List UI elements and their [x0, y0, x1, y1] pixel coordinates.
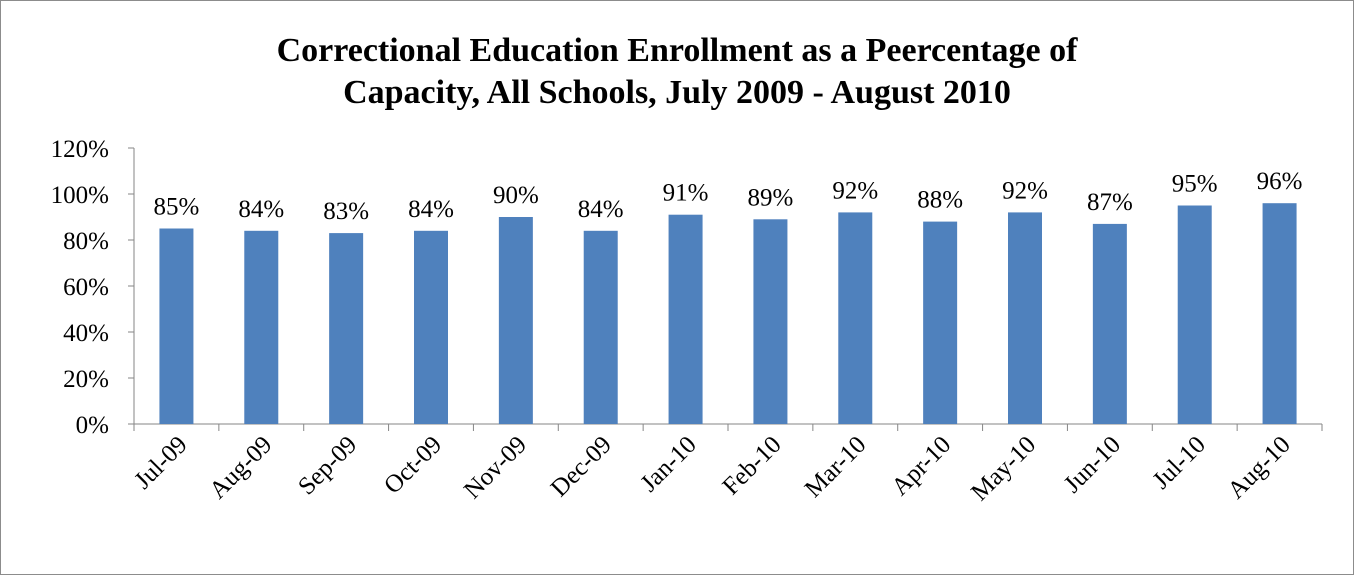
- x-tick-label: May-10: [966, 431, 1041, 506]
- bar: [753, 219, 788, 424]
- x-tick-label: Mar-10: [800, 431, 872, 503]
- x-tick-label: Sep-09: [293, 431, 362, 500]
- chart-title-line-1: Correctional Education Enrollment as a P…: [276, 32, 1078, 69]
- bar: [583, 230, 618, 424]
- x-tick-label: Jan-10: [636, 431, 702, 497]
- bar: [1092, 223, 1127, 424]
- bar: [329, 233, 364, 424]
- data-label: 90%: [493, 182, 539, 209]
- bar: [244, 230, 279, 424]
- data-label: 85%: [154, 194, 200, 221]
- x-tick-label: Dec-09: [546, 431, 617, 502]
- data-label: 84%: [578, 196, 624, 223]
- data-label: 95%: [1172, 171, 1218, 198]
- chart-title-line-2: Capacity, All Schools, July 2009 - Augus…: [343, 74, 1011, 111]
- y-tick-label: 60%: [63, 274, 109, 301]
- bar: [1177, 205, 1212, 424]
- y-tick-label: 100%: [51, 182, 109, 209]
- x-tick-label: Jul-09: [129, 431, 192, 494]
- data-label: 88%: [917, 187, 963, 214]
- bar: [923, 221, 958, 424]
- x-tick-label: Jul-10: [1148, 431, 1211, 494]
- bar: [1008, 212, 1042, 424]
- y-tick-label: 20%: [63, 366, 109, 393]
- y-tick-label: 80%: [63, 228, 109, 255]
- chart-title: Correctional Education Enrollment as a P…: [0, 30, 1354, 114]
- data-label: 92%: [832, 177, 878, 204]
- data-label: 91%: [663, 180, 709, 207]
- data-label: 92%: [1002, 177, 1048, 204]
- x-tick-label: Aug-10: [1223, 431, 1296, 504]
- bar: [838, 212, 873, 424]
- bars: [159, 203, 1297, 424]
- y-tick-label: 0%: [76, 412, 109, 439]
- x-tick-label: Aug-09: [204, 431, 277, 504]
- bar: [159, 228, 194, 424]
- y-tick-label: 40%: [63, 320, 109, 347]
- bar: [414, 230, 448, 424]
- bar: [668, 214, 703, 424]
- x-tick-label: Jun-10: [1059, 431, 1126, 498]
- bar: [1262, 203, 1297, 424]
- bar: [498, 217, 533, 424]
- data-label: 83%: [323, 198, 369, 225]
- x-tick-label: Apr-10: [887, 431, 957, 501]
- y-axis: 0% 20% 40% 60% 80% 100% 120%: [51, 136, 135, 439]
- x-tick-label: Feb-10: [717, 431, 786, 500]
- data-label: 96%: [1257, 168, 1303, 195]
- x-axis: Jul-09 Aug-09 Sep-09 Oct-09 Nov-09 Dec-09 Jan-…: [129, 423, 1323, 506]
- x-tick-label: Oct-09: [379, 431, 447, 499]
- x-tick-label: Nov-09: [459, 431, 532, 504]
- y-tick-label: 120%: [51, 136, 109, 163]
- data-label: 87%: [1087, 189, 1133, 216]
- data-label: 84%: [408, 196, 454, 223]
- data-label: 84%: [238, 196, 284, 223]
- data-labels: 85% 84% 83% 84% 90% 84% 91% 89% 92% 88% 92% 87% 95% 9…: [154, 168, 1303, 225]
- data-label: 89%: [748, 184, 794, 211]
